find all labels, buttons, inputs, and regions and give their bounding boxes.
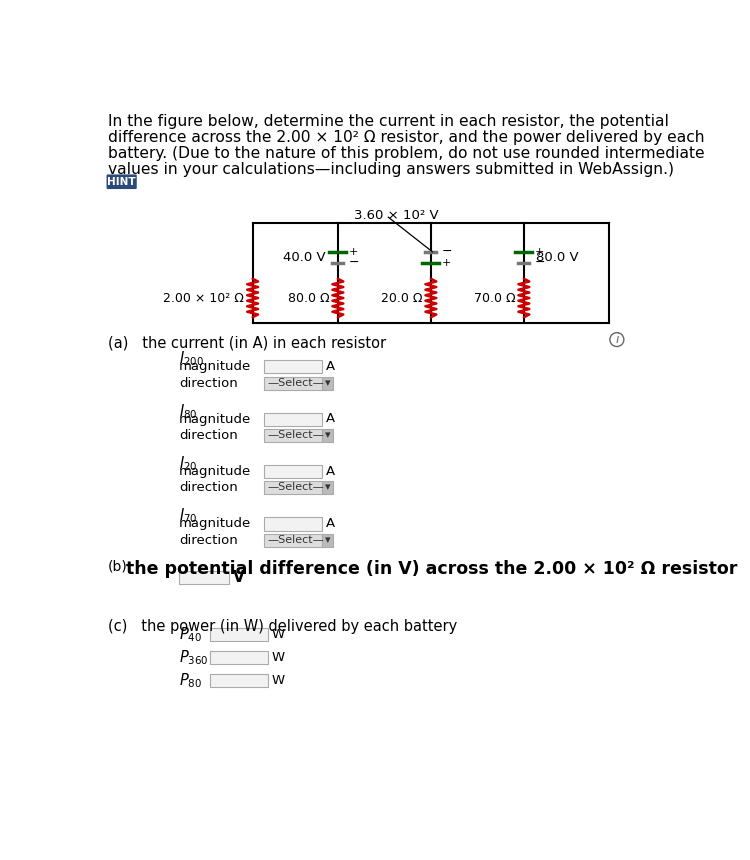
Text: difference across the 2.00 × 10² Ω resistor, and the power delivered by each: difference across the 2.00 × 10² Ω resis… bbox=[108, 130, 704, 145]
FancyBboxPatch shape bbox=[322, 429, 333, 442]
FancyBboxPatch shape bbox=[322, 377, 333, 390]
Text: direction: direction bbox=[179, 533, 238, 547]
Text: 2.00 × 10² Ω: 2.00 × 10² Ω bbox=[164, 292, 244, 304]
Text: ▾: ▾ bbox=[325, 535, 331, 544]
Text: 3.60 × 10² V: 3.60 × 10² V bbox=[354, 210, 438, 223]
Text: ▾: ▾ bbox=[325, 378, 331, 388]
FancyBboxPatch shape bbox=[264, 429, 322, 442]
Text: magnitude: magnitude bbox=[179, 518, 251, 531]
Text: $\mathit{I}_{200}$: $\mathit{I}_{200}$ bbox=[179, 350, 204, 368]
Text: 20.0 Ω: 20.0 Ω bbox=[381, 292, 422, 304]
Text: 40.0 V: 40.0 V bbox=[283, 251, 326, 264]
Text: W: W bbox=[272, 674, 284, 687]
Text: battery. (Due to the nature of this problem, do not use rounded intermediate: battery. (Due to the nature of this prob… bbox=[108, 146, 704, 162]
FancyBboxPatch shape bbox=[322, 533, 333, 547]
Text: ▾: ▾ bbox=[325, 430, 331, 440]
Text: 70.0 Ω: 70.0 Ω bbox=[474, 292, 515, 304]
Text: direction: direction bbox=[179, 482, 238, 494]
Text: +: + bbox=[349, 247, 358, 257]
Text: −: − bbox=[535, 256, 545, 269]
Text: In the figure below, determine the current in each resistor, the potential: In the figure below, determine the curre… bbox=[108, 114, 668, 129]
FancyBboxPatch shape bbox=[210, 628, 268, 641]
FancyBboxPatch shape bbox=[264, 465, 322, 478]
Text: —Select—: —Select— bbox=[267, 535, 324, 544]
Text: ▾: ▾ bbox=[325, 482, 331, 493]
Text: +: + bbox=[442, 258, 451, 267]
Text: i: i bbox=[615, 333, 619, 346]
Text: A: A bbox=[326, 413, 334, 426]
Text: magnitude: magnitude bbox=[179, 360, 251, 373]
FancyBboxPatch shape bbox=[322, 482, 333, 494]
FancyBboxPatch shape bbox=[264, 360, 322, 373]
Text: $\mathit{P}_{40}$: $\mathit{P}_{40}$ bbox=[179, 625, 202, 644]
FancyBboxPatch shape bbox=[210, 651, 268, 664]
Text: —Select—: —Select— bbox=[267, 430, 324, 440]
FancyBboxPatch shape bbox=[264, 377, 322, 390]
Text: direction: direction bbox=[179, 429, 238, 442]
Text: —Select—: —Select— bbox=[267, 378, 324, 388]
FancyBboxPatch shape bbox=[264, 482, 322, 494]
Text: (c)   the power (in W) delivered by each battery: (c) the power (in W) delivered by each b… bbox=[108, 619, 457, 634]
Text: magnitude: magnitude bbox=[179, 413, 251, 426]
Text: (a)   the current (in A) in each resistor: (a) the current (in A) in each resistor bbox=[108, 335, 386, 351]
Text: $\mathit{I}_{20}$: $\mathit{I}_{20}$ bbox=[179, 454, 197, 473]
Text: V: V bbox=[233, 570, 245, 585]
Text: A: A bbox=[326, 360, 334, 373]
FancyBboxPatch shape bbox=[264, 518, 322, 531]
Text: W: W bbox=[272, 651, 284, 664]
Text: 80.0 V: 80.0 V bbox=[536, 251, 579, 264]
FancyBboxPatch shape bbox=[210, 673, 268, 687]
Text: magnitude: magnitude bbox=[179, 465, 251, 478]
Text: −: − bbox=[349, 256, 359, 269]
FancyBboxPatch shape bbox=[106, 175, 136, 189]
Text: —Select—: —Select— bbox=[267, 482, 324, 493]
Text: A: A bbox=[326, 464, 334, 478]
Text: $\mathit{I}_{80}$: $\mathit{I}_{80}$ bbox=[179, 402, 197, 421]
Text: direction: direction bbox=[179, 377, 238, 390]
Text: the potential difference (in V) across the 2.00 × 10² Ω resistor: the potential difference (in V) across t… bbox=[126, 560, 738, 578]
Text: HINT: HINT bbox=[107, 177, 136, 187]
FancyBboxPatch shape bbox=[179, 571, 230, 585]
Text: W: W bbox=[272, 628, 284, 641]
Text: $\mathit{P}_{80}$: $\mathit{P}_{80}$ bbox=[179, 672, 202, 690]
Text: 80.0 Ω: 80.0 Ω bbox=[288, 292, 329, 304]
Text: −: − bbox=[442, 245, 452, 258]
Text: A: A bbox=[326, 517, 334, 530]
Text: $\mathit{P}_{360}$: $\mathit{P}_{360}$ bbox=[179, 648, 209, 667]
Text: $\mathit{I}_{70}$: $\mathit{I}_{70}$ bbox=[179, 507, 197, 525]
Text: +: + bbox=[535, 247, 544, 257]
Text: values in your calculations—including answers submitted in WebAssign.): values in your calculations—including an… bbox=[108, 163, 674, 177]
Text: (b): (b) bbox=[108, 560, 128, 574]
FancyBboxPatch shape bbox=[264, 413, 322, 426]
FancyBboxPatch shape bbox=[264, 533, 322, 547]
